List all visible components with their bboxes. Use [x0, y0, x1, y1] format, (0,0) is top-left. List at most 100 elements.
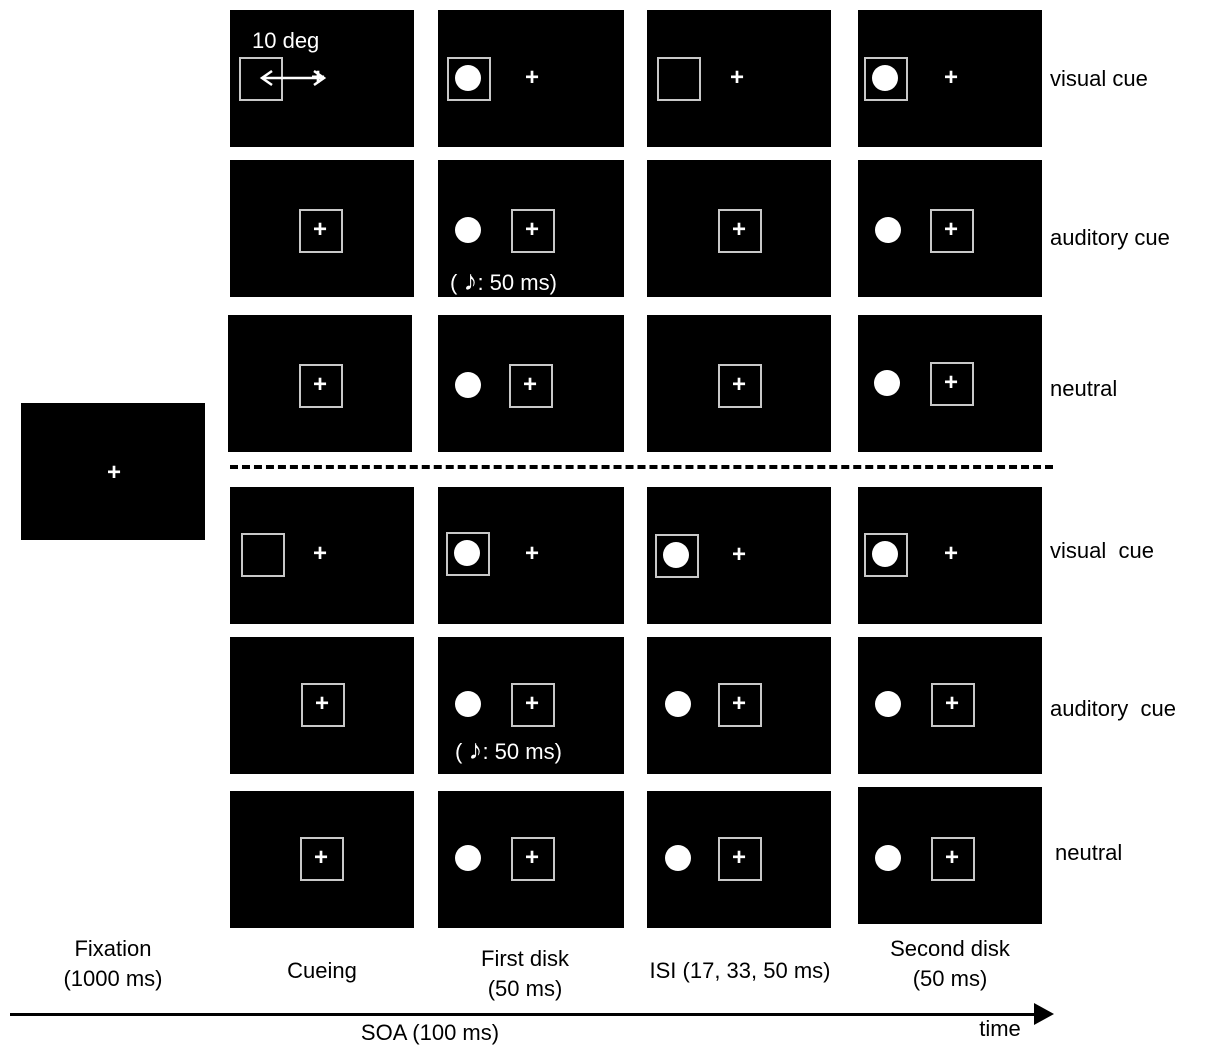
cue-frame	[930, 362, 974, 406]
panel-r5-second-disk: +	[858, 637, 1042, 774]
panel-r2-first-disk: + ( ♪: 50 ms)	[438, 160, 624, 297]
panel-r6-cueing: +	[230, 791, 414, 928]
fixation-cross: +	[312, 216, 327, 243]
panel-r5-cueing: +	[230, 637, 414, 774]
fixation-cross: +	[944, 690, 959, 717]
cue-frame	[511, 209, 555, 253]
fixation-cross: +	[731, 844, 746, 871]
panel-r3-first-disk: +	[438, 315, 624, 452]
soa-label: SOA (100 ms)	[360, 1020, 500, 1045]
panel-r4-second-disk: +	[858, 487, 1042, 624]
cue-frame	[301, 683, 345, 727]
cue-frame	[446, 532, 490, 576]
disk	[665, 691, 691, 717]
fixation-cross: +	[313, 844, 328, 871]
disk	[875, 691, 901, 717]
distance-label: 10 deg	[252, 28, 320, 53]
fixation-cross: +	[943, 369, 958, 396]
cue-frame	[931, 683, 975, 727]
cue-frame	[241, 533, 285, 577]
time-axis	[10, 1013, 1045, 1016]
cue-frame	[657, 57, 701, 101]
fixation-cross: +	[524, 64, 539, 91]
cue-frame	[511, 683, 555, 727]
panel-r2-second-disk: +	[858, 160, 1042, 297]
fixation-cross: +	[314, 690, 329, 717]
cue-frame	[718, 364, 762, 408]
cue-frame	[930, 209, 974, 253]
fixation-cross: +	[524, 690, 539, 717]
fixation-caption: Fixation (1000 ms)	[63, 936, 163, 991]
disk	[875, 217, 901, 243]
fixation-cross: +	[312, 540, 327, 567]
cue-frame	[447, 57, 491, 101]
panel-r5-isi: +	[647, 637, 831, 774]
row-label: visual cue	[1050, 538, 1154, 563]
time-label: time	[979, 1016, 1021, 1041]
row-label: auditory cue	[1050, 225, 1170, 250]
panel-r3-isi: +	[647, 315, 831, 452]
fixation-cross: +	[729, 64, 744, 91]
panel-r2-isi: +	[647, 160, 831, 297]
disk	[455, 845, 481, 871]
disk	[454, 540, 480, 566]
cue-frame	[509, 364, 553, 408]
panel-r4-cueing: +	[230, 487, 414, 624]
fixation-cross: +	[524, 844, 539, 871]
row-label: neutral	[1055, 840, 1123, 865]
music-note-icon: ♪	[463, 265, 478, 296]
disk	[455, 65, 481, 91]
time-arrowhead	[1034, 1003, 1054, 1025]
fixation-cross: +	[731, 690, 746, 717]
disk	[872, 541, 898, 567]
row-label: neutral	[1050, 376, 1118, 401]
fixation-screen: +	[21, 403, 205, 540]
disk	[874, 370, 900, 396]
disk	[455, 372, 481, 398]
column-caption-first-disk: First disk (50 ms)	[481, 946, 569, 1001]
distance-arrow	[259, 69, 327, 87]
panel-r4-isi: +	[647, 487, 831, 624]
panel-r1-cueing: + 10 deg	[230, 10, 414, 147]
fixation-cross: +	[943, 540, 958, 567]
disk	[872, 65, 898, 91]
music-note-icon: ♪	[468, 734, 483, 765]
tone-annotation: ( ♪: 50 ms)	[455, 734, 562, 765]
fixation-cross: +	[944, 844, 959, 871]
disk	[455, 217, 481, 243]
fixation-cross: +	[106, 459, 121, 486]
cue-frame	[300, 837, 344, 881]
disk	[665, 845, 691, 871]
panel-r6-isi: +	[647, 791, 831, 928]
panel-r3-second-disk: +	[858, 315, 1042, 452]
cue-frame	[718, 209, 762, 253]
panel-r1-second-disk: +	[858, 10, 1042, 147]
cue-frame	[655, 534, 699, 578]
cue-frame	[299, 209, 343, 253]
separator-dashed-line	[230, 465, 1053, 469]
fixation-cross: +	[312, 371, 327, 398]
panel-r2-cueing: +	[230, 160, 414, 297]
fixation-cross: +	[731, 371, 746, 398]
cue-frame	[864, 57, 908, 101]
disk	[455, 691, 481, 717]
tone-annotation: ( ♪: 50 ms)	[450, 265, 557, 296]
column-caption-isi: ISI (17, 33, 50 ms)	[649, 958, 831, 983]
panel-r1-first-disk: +	[438, 10, 624, 147]
fixation-cross: +	[524, 540, 539, 567]
panel-r1-isi: +	[647, 10, 831, 147]
fixation-cross: +	[943, 216, 958, 243]
panel-r6-second-disk: +	[858, 787, 1042, 924]
column-caption-cueing: Cueing	[287, 958, 357, 983]
cue-frame	[864, 533, 908, 577]
row-label: auditory cue	[1050, 696, 1176, 721]
disk	[875, 845, 901, 871]
cue-frame	[511, 837, 555, 881]
panel-r6-first-disk: +	[438, 791, 624, 928]
fixation-cross: +	[731, 541, 746, 568]
panel-r5-first-disk: + ( ♪: 50 ms)	[438, 637, 624, 774]
column-caption-second-disk: Second disk (50 ms)	[890, 936, 1010, 991]
cue-frame	[718, 837, 762, 881]
cue-frame	[931, 837, 975, 881]
fixation-cross: +	[943, 64, 958, 91]
